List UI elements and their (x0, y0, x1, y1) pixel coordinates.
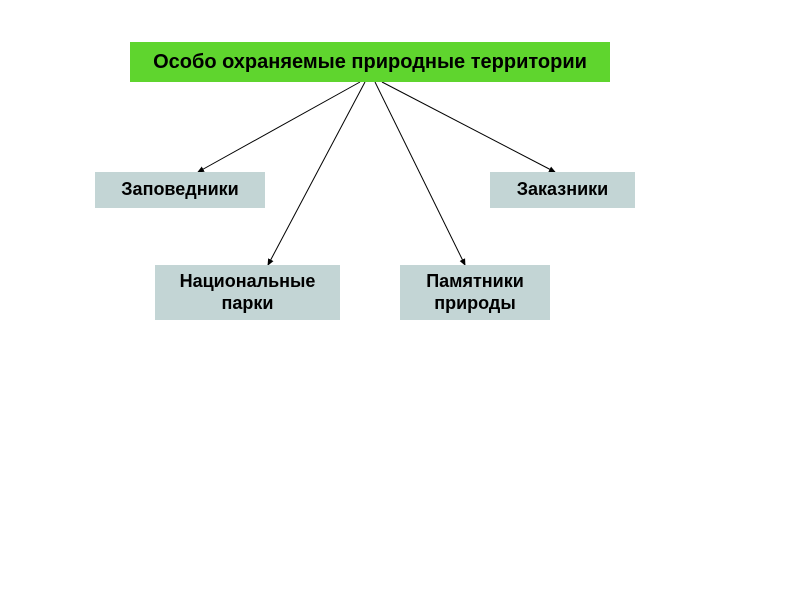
child-node-pamyatniki-prirody: Памятники природы (400, 265, 550, 320)
edge-line (268, 82, 365, 265)
edge-line (198, 82, 360, 172)
child-node-zakazniki: Заказники (490, 172, 635, 208)
root-node: Особо охраняемые природные территории (130, 42, 610, 82)
child-node-natsionalnye-parki: Национальные парки (155, 265, 340, 320)
edge-line (375, 82, 465, 265)
edge-line (382, 82, 555, 172)
child-node-zapovedniki: Заповедники (95, 172, 265, 208)
diagram-container: Особо охраняемые природные территории За… (0, 0, 800, 600)
